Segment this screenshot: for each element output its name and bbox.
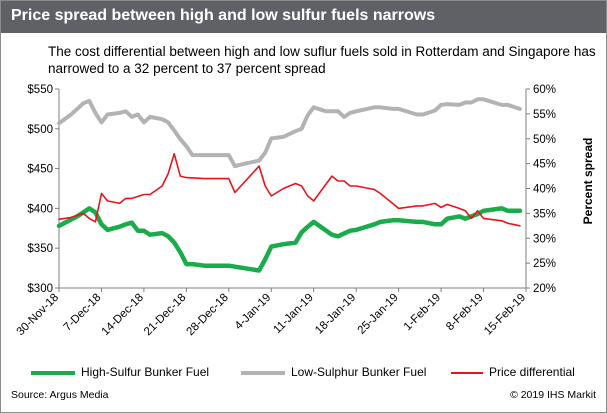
right-tick-label: 25% xyxy=(533,258,556,270)
x-tick-label: 25-Jan-19 xyxy=(356,292,401,337)
x-tick-label: 30-Nov-18 xyxy=(15,292,61,338)
x-tick-label: 1-Feb-19 xyxy=(402,292,443,333)
left-tick-label: $450 xyxy=(27,164,53,176)
right-tick-label: 20% xyxy=(533,283,556,295)
series-line-low-sulphur xyxy=(57,97,522,169)
right-tick-label: 60% xyxy=(533,84,556,96)
chart-subtitle: The cost differential between high and l… xyxy=(48,44,596,76)
right-tick-label: 45% xyxy=(533,159,556,171)
left-tick-label: $550 xyxy=(27,84,53,96)
legend-swatch-high-sulfur xyxy=(31,371,75,375)
x-tick-label: 14-Dec-18 xyxy=(100,292,146,338)
left-tick-label: $350 xyxy=(27,243,53,255)
x-tick-label: 7-Dec-18 xyxy=(62,292,104,334)
title-bar: Price spread between high and low sulfur… xyxy=(1,1,606,33)
right-tick-label: 35% xyxy=(533,208,556,220)
x-tick-label: 15-Feb-19 xyxy=(482,292,528,338)
line-chart: $300 $350 $400 $450 $500 $550 20% 25% 30% 35% 40% 4… xyxy=(15,84,595,338)
source-note: Source: Argus Media xyxy=(11,389,109,401)
series-line-high-sulfur xyxy=(56,206,523,273)
x-tick-label: 21-Dec-18 xyxy=(142,292,188,338)
right-tick-label: 55% xyxy=(533,109,556,121)
legend-label-high-sulfur: High-Sulfur Bunker Fuel xyxy=(81,365,210,379)
chart-title: Price spread between high and low sulfur… xyxy=(11,7,436,24)
right-tick-label: 40% xyxy=(533,184,556,196)
copyright-note: © 2019 IHS Markit xyxy=(510,389,596,401)
x-tick-label: 4-Jan-19 xyxy=(233,292,274,333)
x-tick-label: 8-Feb-19 xyxy=(444,292,485,333)
x-tick-label: 18-Jan-19 xyxy=(313,292,358,337)
right-axis-title: Percent spread xyxy=(581,138,595,225)
legend-label-low-sulphur: Low-Sulphur Bunker Fuel xyxy=(291,365,427,379)
chart-legend: High-Sulfur Bunker Fuel Low-Sulphur Bunk… xyxy=(1,363,607,381)
x-tick-label: 28-Dec-18 xyxy=(184,292,230,338)
legend-swatch-price-differential xyxy=(451,372,483,374)
left-tick-label: $300 xyxy=(27,283,53,295)
right-tick-label: 30% xyxy=(533,233,556,245)
x-tick-label: 11-Jan-19 xyxy=(271,292,316,337)
left-tick-label: $500 xyxy=(27,124,53,136)
chart-axes xyxy=(55,88,530,292)
right-tick-label: 50% xyxy=(533,134,556,146)
chart-series xyxy=(56,97,523,273)
left-tick-label: $400 xyxy=(27,203,53,215)
legend-swatch-low-sulphur xyxy=(241,371,285,375)
legend-label-price-differential: Price differential xyxy=(489,365,575,379)
series-line-price-differential xyxy=(58,152,521,227)
